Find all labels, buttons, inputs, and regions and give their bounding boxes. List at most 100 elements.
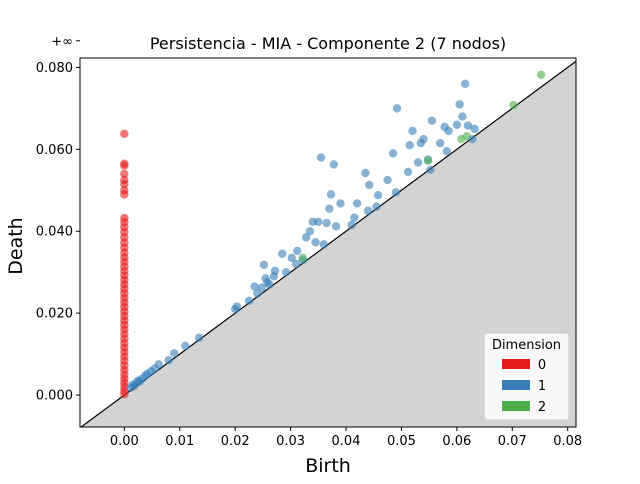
data-point-dim-1 [326, 190, 336, 199]
data-point-dim-1 [373, 190, 383, 200]
data-point-dim-1 [458, 112, 467, 121]
data-point-dim-1 [426, 165, 435, 175]
x-axis-label: Birth [305, 455, 351, 477]
data-point-dim-0 [120, 161, 129, 170]
data-point-dim-2 [298, 253, 307, 263]
data-point-dim-1 [287, 253, 296, 263]
data-point-dim-1 [181, 341, 190, 351]
data-point-dim-0 [120, 390, 129, 399]
data-point-dim-1 [436, 138, 445, 148]
data-point-dim-1 [470, 124, 479, 134]
data-point-dim-2 [536, 70, 546, 79]
data-point-dim-1 [244, 296, 254, 306]
data-point-dim-1 [361, 168, 370, 178]
data-point-dim-1 [250, 282, 259, 291]
data-point-dim-2 [462, 132, 472, 141]
data-point-dim-1 [281, 267, 291, 277]
data-point-dim-1 [301, 233, 311, 242]
data-point-dim-1 [444, 126, 453, 136]
data-point-dim-1 [350, 213, 359, 222]
x-tick-label: 0.05 [387, 434, 416, 449]
data-point-dim-1 [352, 199, 362, 208]
data-point-dim-1 [419, 134, 428, 144]
data-point-dim-0 [120, 190, 129, 199]
data-point-dim-1 [442, 147, 452, 156]
data-point-dim-1 [291, 259, 301, 269]
infinity-tick-label: +∞ [51, 34, 73, 49]
legend-swatch [502, 359, 530, 369]
data-point-dim-0 [120, 129, 129, 138]
data-point-dim-1 [403, 167, 413, 177]
data-point-dim-1 [452, 120, 462, 129]
y-tick-label: 0.080 [36, 61, 73, 76]
y-tick-label: 0.060 [36, 143, 73, 158]
data-point-dim-1 [311, 238, 320, 247]
data-point-dim-1 [455, 100, 464, 109]
legend-box [483, 332, 570, 421]
data-point-dim-1 [388, 149, 398, 158]
data-point-dim-1 [253, 289, 262, 298]
x-tick-label: 0.06 [442, 434, 471, 449]
data-point-dim-1 [257, 283, 266, 292]
data-point-dim-2 [509, 100, 518, 110]
data-point-dim-1 [270, 266, 280, 276]
data-point-dim-1 [314, 217, 323, 227]
data-point-dim-2 [423, 156, 433, 165]
data-point-dim-1 [363, 206, 373, 215]
data-point-dim-1 [259, 260, 269, 270]
legend-label: 0 [538, 358, 546, 373]
data-point-dim-1 [278, 249, 287, 258]
data-point-dim-1 [427, 116, 437, 125]
data-point-dim-1 [413, 158, 423, 167]
legend-label: 1 [538, 379, 546, 394]
data-point-dim-1 [408, 126, 417, 136]
x-tick-label: 0.07 [498, 434, 527, 449]
y-tick-label: 0.000 [36, 389, 73, 404]
legend-title: Dimension [492, 338, 561, 353]
y-axis-label: Death [5, 217, 27, 274]
data-point-dim-1 [164, 356, 173, 365]
y-tick-label: 0.020 [36, 307, 73, 322]
below-diagonal-region [80, 61, 576, 427]
data-point-dim-1 [383, 175, 392, 185]
data-point-dim-0 [120, 169, 129, 179]
legend-swatch [502, 380, 530, 390]
data-point-dim-1 [232, 302, 242, 311]
data-point-dim-0 [120, 179, 129, 189]
data-point-dim-1 [319, 240, 329, 249]
data-point-dim-1 [391, 188, 401, 197]
legend-label: 2 [538, 400, 546, 415]
chart-title: Persistencia - MIA - Componente 2 (7 nod… [150, 34, 506, 53]
x-tick-label: 0.02 [221, 434, 250, 449]
data-point-dim-1 [293, 246, 302, 256]
x-tick-label: 0.08 [553, 434, 582, 449]
data-point-dim-1 [405, 141, 414, 150]
data-point-dim-1 [347, 220, 356, 230]
data-point-dim-1 [331, 222, 341, 231]
x-tick-label: 0.00 [110, 434, 139, 449]
x-tick-label: 0.03 [276, 434, 305, 449]
data-point-dim-1 [392, 104, 402, 113]
data-point-dim-1 [170, 349, 179, 358]
data-point-dim-1 [336, 199, 345, 208]
plot-area [80, 60, 576, 427]
x-tick-label: 0.01 [165, 434, 194, 449]
data-point-dim-1 [265, 280, 274, 289]
data-point-dim-1 [316, 153, 326, 162]
data-point-dim-1 [365, 180, 374, 190]
data-point-dim-1 [329, 160, 339, 169]
data-point-dim-1 [154, 360, 163, 369]
x-tick-label: 0.04 [332, 434, 361, 449]
data-point-dim-1 [322, 218, 331, 228]
data-point-dim-1 [194, 333, 204, 342]
plot-frame [79, 57, 577, 428]
data-point-dim-1 [325, 204, 334, 213]
data-point-dim-1 [463, 121, 473, 130]
legend-swatch [502, 401, 530, 411]
data-point-dim-1 [305, 227, 315, 236]
data-point-dim-1 [372, 202, 381, 211]
data-point-dim-1 [460, 79, 470, 89]
y-tick-label: 0.040 [36, 225, 73, 240]
